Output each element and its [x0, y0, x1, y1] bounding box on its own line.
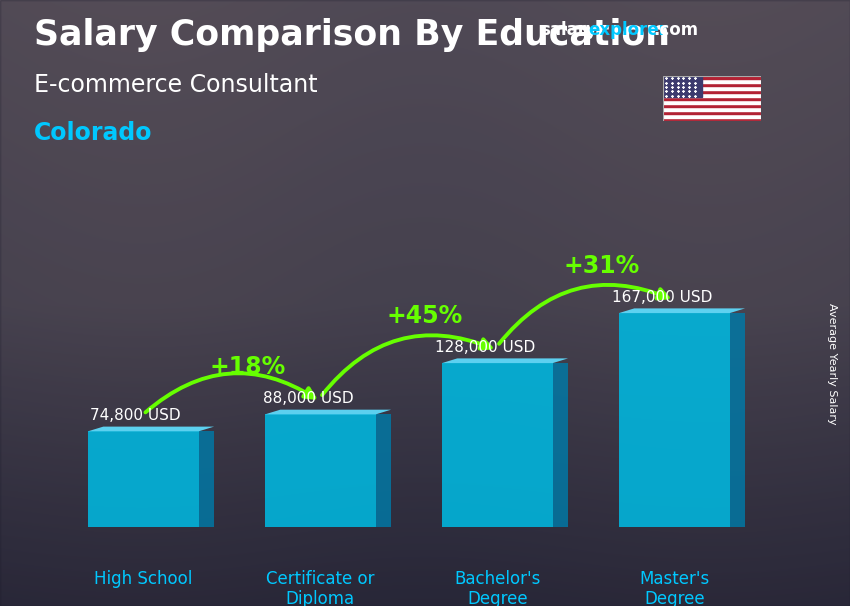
Text: salary: salary [540, 21, 597, 39]
Text: Master's
Degree: Master's Degree [639, 570, 710, 606]
Polygon shape [376, 415, 391, 527]
Polygon shape [619, 308, 745, 313]
Polygon shape [199, 431, 214, 527]
Polygon shape [88, 427, 214, 431]
Bar [663, 107, 761, 111]
Bar [663, 97, 761, 100]
Bar [663, 86, 761, 90]
Text: E-commerce Consultant: E-commerce Consultant [34, 73, 318, 97]
Bar [663, 79, 761, 83]
Text: 128,000 USD: 128,000 USD [435, 339, 536, 355]
Text: Bachelor's
Degree: Bachelor's Degree [454, 570, 541, 606]
Text: +31%: +31% [563, 254, 639, 278]
Text: 74,800 USD: 74,800 USD [90, 408, 181, 423]
Bar [663, 104, 761, 107]
Polygon shape [265, 410, 391, 415]
Bar [619, 313, 729, 527]
Bar [663, 118, 761, 121]
Text: +18%: +18% [209, 355, 286, 379]
Bar [663, 76, 761, 79]
Text: .com: .com [653, 21, 698, 39]
Text: 167,000 USD: 167,000 USD [612, 290, 712, 305]
Bar [663, 83, 761, 86]
Text: explorer: explorer [588, 21, 667, 39]
Bar [88, 431, 199, 527]
Text: Salary Comparison By Education: Salary Comparison By Education [34, 18, 670, 52]
Polygon shape [442, 358, 568, 363]
Bar [663, 76, 702, 97]
Bar [442, 363, 552, 527]
Bar [663, 90, 761, 93]
Bar [663, 100, 761, 104]
Text: +45%: +45% [386, 304, 462, 328]
Bar [265, 415, 376, 527]
Bar [663, 93, 761, 97]
Bar [663, 114, 761, 118]
Bar [663, 111, 761, 114]
Text: Certificate or
Diploma: Certificate or Diploma [266, 570, 375, 606]
Text: 88,000 USD: 88,000 USD [263, 391, 354, 406]
Text: Colorado: Colorado [34, 121, 152, 145]
Polygon shape [729, 313, 745, 527]
Polygon shape [552, 363, 568, 527]
Text: Average Yearly Salary: Average Yearly Salary [827, 303, 837, 424]
Text: High School: High School [94, 570, 192, 588]
